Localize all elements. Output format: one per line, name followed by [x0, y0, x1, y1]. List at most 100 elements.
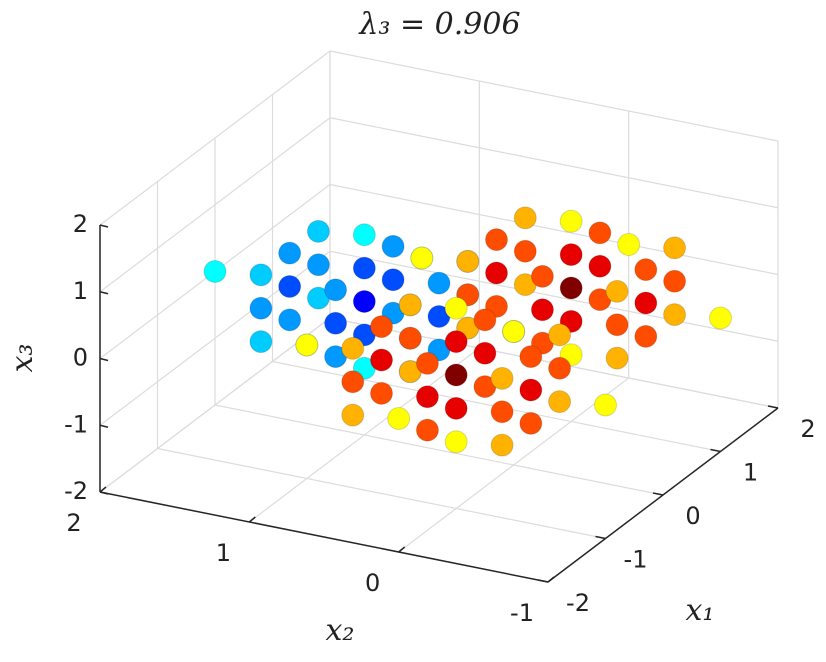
- axes: -2 -1 0 1 2 -1 0 1 2 -2 -1 0 1 2: [64, 210, 816, 627]
- point: [663, 236, 687, 260]
- tick-mark: [547, 576, 555, 583]
- point: [473, 341, 497, 365]
- point: [519, 345, 543, 369]
- point: [473, 308, 497, 332]
- x1-tick-label: 0: [685, 502, 700, 530]
- point: [530, 264, 554, 288]
- point: [519, 378, 543, 402]
- point: [444, 363, 468, 387]
- point: [295, 333, 319, 357]
- point: [663, 303, 687, 327]
- point: [490, 400, 514, 424]
- point: [444, 396, 468, 420]
- point: [278, 308, 302, 332]
- point: [370, 381, 393, 405]
- x3-tick-label: 1: [73, 277, 88, 305]
- point: [249, 296, 273, 320]
- point: [444, 330, 468, 354]
- grid-line: [248, 347, 480, 523]
- grid-line: [157, 447, 606, 540]
- point: [709, 306, 732, 330]
- point: [249, 330, 273, 354]
- point: [370, 348, 393, 372]
- point: [548, 390, 572, 414]
- point: [513, 239, 537, 263]
- grid-line: [329, 117, 779, 209]
- grid-line: [329, 250, 779, 342]
- point: [605, 279, 629, 303]
- point: [548, 356, 572, 380]
- point: [634, 324, 658, 348]
- grid-line: [99, 117, 331, 293]
- point: [559, 209, 583, 233]
- point: [306, 253, 330, 277]
- point: [410, 246, 434, 270]
- tick-mark: [248, 516, 256, 523]
- point: [278, 241, 302, 265]
- grid-line: [329, 50, 779, 142]
- point: [415, 385, 439, 409]
- point: [341, 370, 365, 394]
- point: [381, 234, 405, 258]
- point: [427, 271, 451, 295]
- x2-axis-label: x₂: [326, 613, 355, 648]
- point: [490, 366, 514, 390]
- tick-mark: [99, 491, 109, 495]
- x3-axis-label: x₃: [5, 344, 40, 373]
- tick-mark: [595, 535, 606, 540]
- point: [341, 403, 365, 427]
- x1-axis-label: x₁: [686, 593, 715, 628]
- point: [415, 351, 439, 375]
- x3-tick-label: -2: [64, 477, 88, 505]
- x3-tick-label: 2: [73, 210, 88, 238]
- chart-title: λ₃ = 0.906: [358, 7, 520, 42]
- point: [605, 346, 629, 370]
- point: [381, 268, 405, 292]
- point: [513, 206, 537, 230]
- point: [588, 254, 612, 278]
- point: [306, 219, 330, 243]
- point: [594, 393, 617, 417]
- grid-line: [329, 183, 779, 276]
- tick-mark: [99, 486, 107, 493]
- point: [278, 275, 302, 298]
- x1-tick-label: -2: [566, 589, 590, 617]
- point: [502, 320, 526, 343]
- point: [548, 323, 572, 347]
- grid-line: [398, 377, 630, 553]
- point: [588, 221, 612, 245]
- point: [249, 263, 273, 287]
- point: [324, 311, 348, 335]
- grid-line: [99, 50, 331, 226]
- x1-tick-label: -1: [624, 546, 648, 574]
- tick-mark: [398, 546, 406, 553]
- tick-mark: [710, 448, 721, 453]
- point: [352, 223, 376, 247]
- x3-tick-label: 0: [73, 344, 88, 372]
- tick-mark: [767, 405, 779, 409]
- point: [559, 276, 583, 300]
- x2-tick-label: -1: [510, 599, 534, 627]
- grid-line: [99, 317, 331, 493]
- point: [387, 407, 411, 430]
- tick-mark: [652, 492, 664, 496]
- point: [415, 418, 439, 442]
- tick-mark: [99, 224, 109, 228]
- point: [485, 228, 508, 252]
- point: [519, 411, 543, 435]
- x1-tick-label: 2: [800, 415, 815, 443]
- x3-tick-label: -1: [64, 410, 88, 438]
- point: [559, 243, 583, 267]
- point: [530, 298, 554, 322]
- point: [324, 278, 348, 302]
- point: [617, 233, 641, 256]
- point: [341, 336, 365, 360]
- point: [634, 291, 658, 315]
- point: [398, 326, 422, 350]
- x2-axis: [99, 491, 549, 583]
- x2-tick-label: 1: [216, 539, 231, 567]
- x2-tick-label: 0: [365, 569, 380, 597]
- tick-mark: [99, 357, 109, 362]
- x2-tick-label: 2: [66, 509, 81, 537]
